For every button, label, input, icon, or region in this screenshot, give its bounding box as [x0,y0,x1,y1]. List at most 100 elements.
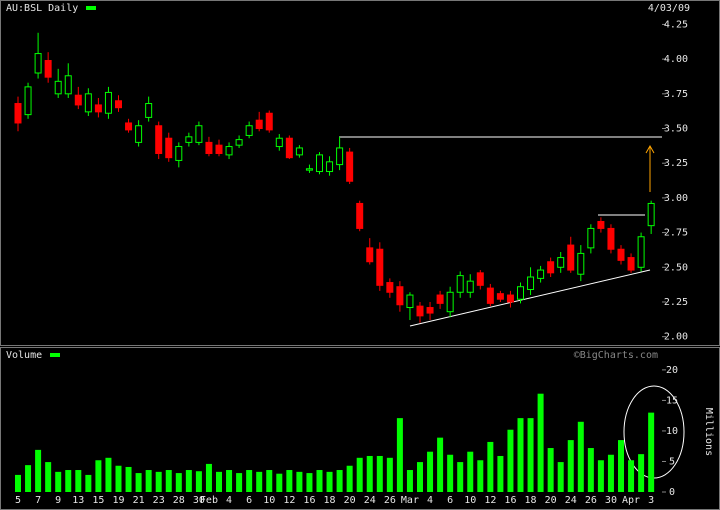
candle-body [275,137,283,148]
volume-bar [437,437,444,492]
volume-bar [15,474,21,492]
candle-body [245,125,253,136]
x-tick-label: 24 [364,495,376,506]
candle-body [356,202,364,229]
candle-body [115,100,122,109]
candle-body [627,257,635,271]
candle-body [225,146,233,156]
y-tick-label: 0 [669,487,675,498]
candle-body [34,53,42,74]
candle-body [436,294,444,304]
candle-body [557,257,565,268]
y-tick-label: 20 [666,365,678,376]
volume-bar [256,471,263,492]
volume-bar [135,473,142,492]
candle-body [295,147,303,156]
x-tick-label: 20 [344,495,356,506]
y-tick-label: 2.25 [664,297,688,308]
volume-bar [276,473,283,492]
candle-body [647,202,655,227]
volume-bar [648,412,655,492]
candle-body [537,269,545,279]
candle-body [84,93,92,113]
watermark: ©BigCharts.com [574,350,658,361]
volume-bar [175,473,182,492]
volume-bar [386,457,393,492]
candle-body [396,286,404,306]
x-tick-label: 5 [15,495,21,506]
candle-body [637,236,645,268]
price-panel [0,0,720,346]
volume-bar [346,465,353,492]
candle-body [316,154,323,173]
y-tick-label: 15 [666,395,678,406]
y-tick-label: 10 [666,426,678,437]
volume-bar [406,470,413,492]
candle-body [527,276,535,290]
x-tick-label: 23 [153,495,165,506]
volume-bar [547,448,554,492]
candle-body [64,75,72,95]
y-tick-label: 3.75 [664,89,688,100]
candle-body [406,294,414,309]
volume-bar [65,470,72,492]
x-tick-label: 16 [504,495,516,506]
x-tick-label: 18 [525,495,537,506]
volume-bar [527,418,534,492]
candle-body [386,282,394,293]
x-tick-label: 12 [484,495,496,506]
candle-body [255,119,263,130]
legend-swatch [50,353,60,357]
x-tick-label: 6 [447,495,453,506]
volume-bar [467,451,474,492]
candle-body [195,125,203,143]
volume-bar [427,451,434,492]
volume-bar [517,418,524,492]
x-tick-label: 24 [565,495,577,506]
volume-bar [316,470,323,492]
x-tick-label: 10 [263,495,275,506]
volume-bar [557,462,564,492]
volume-bar [326,471,333,492]
volume-title: Volume [6,350,42,361]
volume-bar [477,460,484,492]
volume-bar [236,473,243,492]
legend-swatch [86,6,96,10]
volume-bar [266,470,273,492]
candle-body [476,272,484,286]
volume-bar [366,455,373,492]
y-tick-label: 3.50 [664,124,688,135]
x-tick-label: 26 [384,495,396,506]
x-tick-label: 28 [173,495,185,506]
volume-bar [55,471,62,492]
candle-body [235,139,243,146]
candle-body [326,161,334,173]
candle-body [506,294,514,303]
x-tick-label: 4 [427,495,433,506]
candle-body [54,80,62,95]
candle-body [597,220,605,229]
y-axis-label: Millions [703,408,714,456]
candle-body [155,125,163,154]
y-tick-label: 2.75 [664,228,688,239]
volume-bar [577,421,584,492]
volume-bar [75,470,82,492]
volume-bar [105,457,112,492]
volume-bar [336,470,343,492]
candle-body [547,261,555,274]
candle-body [145,103,153,118]
candle-body [44,60,52,78]
x-tick-label: 12 [283,495,295,506]
candle-body [366,247,374,263]
x-tick-label: 30 [605,495,617,506]
x-tick-label: 20 [545,495,557,506]
volume-bar [447,454,454,492]
x-tick-label: 7 [35,495,41,506]
volume-bar [537,393,544,492]
volume-bar [45,462,52,492]
volume-bar [195,471,202,492]
x-tick-label: 10 [464,495,476,506]
candle-body [135,125,143,143]
